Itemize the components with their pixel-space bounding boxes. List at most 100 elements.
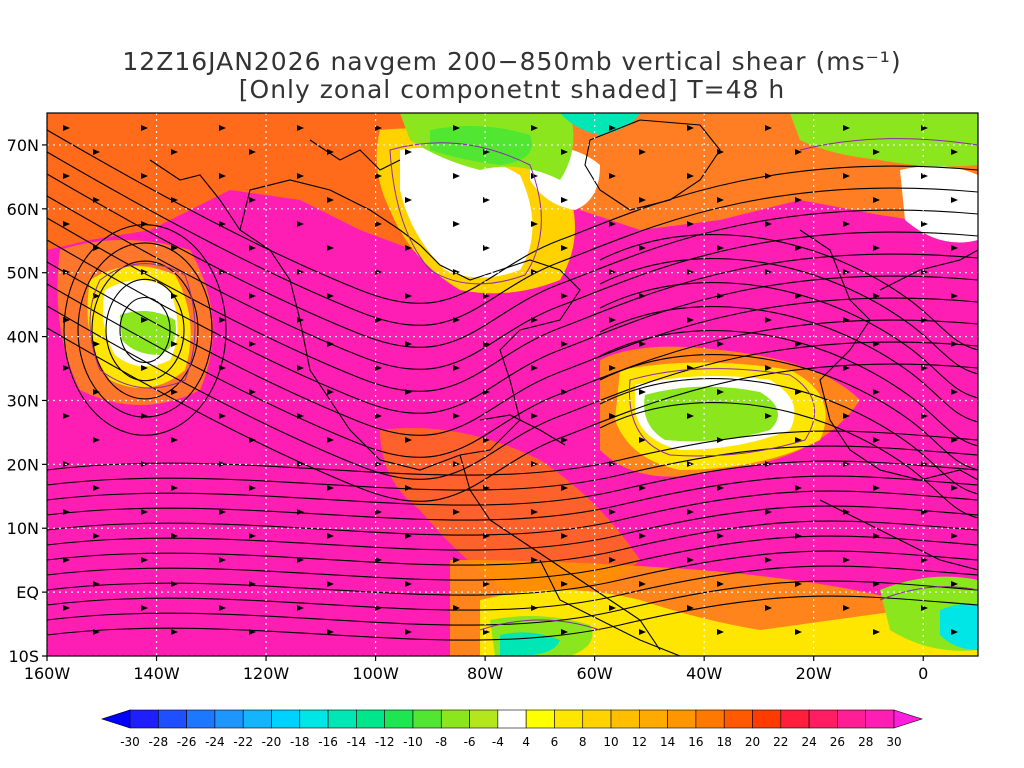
streamline-arrow bbox=[249, 293, 256, 299]
colorbar-swatch bbox=[440, 709, 470, 729]
streamline-arrow bbox=[795, 149, 802, 155]
streamline-arrow bbox=[639, 389, 646, 395]
streamline bbox=[47, 475, 978, 521]
streamline-arrow bbox=[405, 533, 412, 539]
streamline bbox=[47, 173, 978, 348]
streamline-arrow bbox=[219, 413, 226, 419]
coastline bbox=[879, 249, 978, 291]
streamline-arrow bbox=[171, 533, 178, 539]
streamline-arrow bbox=[93, 293, 100, 299]
streamline-arrow bbox=[327, 437, 334, 443]
streamline-arrow bbox=[873, 485, 880, 491]
streamline bbox=[599, 282, 978, 399]
streamline-arrow bbox=[717, 437, 724, 443]
streamline-arrow bbox=[93, 341, 100, 347]
coastlines bbox=[149, 119, 978, 656]
streamline-arrow bbox=[873, 629, 880, 635]
contour-line bbox=[89, 263, 196, 389]
streamline-arrow bbox=[609, 269, 616, 275]
colorbar-label: 30 bbox=[886, 735, 901, 749]
streamline-arrow bbox=[141, 317, 148, 323]
streamline-arrow bbox=[219, 269, 226, 275]
streamline-arrow bbox=[141, 509, 148, 515]
streamline-arrow bbox=[765, 557, 772, 563]
contour-line bbox=[479, 619, 601, 631]
streamline-arrow bbox=[141, 269, 148, 275]
streamline-arrow bbox=[93, 581, 100, 587]
streamline-arrow bbox=[639, 533, 646, 539]
colorbar-swatch bbox=[525, 709, 555, 729]
streamline-arrow bbox=[327, 485, 334, 491]
streamline-arrow bbox=[219, 365, 226, 371]
colorbar-swatch bbox=[554, 709, 584, 729]
streamline-arrow bbox=[219, 173, 226, 179]
streamline-arrow bbox=[717, 389, 724, 395]
colorbar-swatch bbox=[327, 709, 357, 729]
colorbar-swatch bbox=[752, 709, 782, 729]
streamline-arrow bbox=[171, 149, 178, 155]
streamline-arrow bbox=[795, 197, 802, 203]
streamline-arrow bbox=[609, 413, 616, 419]
streamline-arrow bbox=[405, 293, 412, 299]
streamline-arrow bbox=[405, 245, 412, 251]
lat-tick-label: 70N bbox=[7, 136, 39, 155]
streamline-arrow bbox=[687, 173, 694, 179]
lat-tick-label: 10S bbox=[8, 647, 39, 666]
streamline-arrow bbox=[561, 293, 568, 299]
colorbar: -30 -28 -26 -24 -22 -20 -18 -16 -14 -12 -10 -8 -6 -4 4… bbox=[101, 709, 923, 749]
streamline-arrow bbox=[873, 197, 880, 203]
colorbar-swatch bbox=[837, 709, 867, 729]
streamline-arrow bbox=[765, 173, 772, 179]
streamline-arrow bbox=[843, 557, 850, 563]
streamline-arrow bbox=[375, 269, 382, 275]
streamline bbox=[105, 278, 185, 382]
streamline-arrow bbox=[531, 557, 538, 563]
streamline-arrow bbox=[843, 317, 850, 323]
streamline-arrow bbox=[531, 509, 538, 515]
shading-white-northeast bbox=[900, 166, 978, 243]
streamline-arrow bbox=[93, 149, 100, 155]
streamline-arrow bbox=[609, 173, 616, 179]
shading-orange-northwest bbox=[47, 113, 470, 260]
streamline-arrow bbox=[609, 125, 616, 131]
streamline-arrow bbox=[717, 629, 724, 635]
streamline-arrow bbox=[561, 629, 568, 635]
colorbar-swatch bbox=[214, 709, 244, 729]
coastline bbox=[459, 454, 661, 651]
streamline-arrow bbox=[405, 389, 412, 395]
lon-tick-label: 60W bbox=[577, 664, 613, 683]
streamline-arrow bbox=[375, 221, 382, 227]
streamline-arrow bbox=[453, 509, 460, 515]
colorbar-swatch bbox=[469, 709, 499, 729]
streamline-arrow bbox=[93, 437, 100, 443]
streamline bbox=[47, 239, 978, 414]
streamline-arrow bbox=[609, 509, 616, 515]
streamline-arrow bbox=[765, 605, 772, 611]
shading-white-canada bbox=[400, 147, 533, 278]
streamline bbox=[77, 242, 213, 418]
streamline-arrow bbox=[141, 413, 148, 419]
streamline-arrow bbox=[375, 557, 382, 563]
colorbar-label: 8 bbox=[579, 735, 587, 749]
lat-tick-label: EQ bbox=[16, 583, 39, 602]
streamline-arrow bbox=[639, 149, 646, 155]
colorbar-label: 24 bbox=[801, 735, 816, 749]
contour-line bbox=[389, 142, 542, 285]
colorbar-label: 18 bbox=[717, 735, 732, 749]
streamline bbox=[599, 378, 978, 495]
streamline-arrow bbox=[405, 197, 412, 203]
streamline bbox=[47, 520, 978, 566]
shading-green-northeast bbox=[790, 113, 978, 167]
streamline-arrow bbox=[639, 293, 646, 299]
streamline-arrow bbox=[141, 605, 148, 611]
streamline-arrow bbox=[171, 629, 178, 635]
streamline bbox=[47, 460, 978, 506]
streamline-arrow bbox=[561, 437, 568, 443]
streamline-arrow bbox=[765, 365, 772, 371]
streamline-arrow bbox=[561, 149, 568, 155]
colorbar-swatch bbox=[271, 709, 301, 729]
colorbar-swatch bbox=[808, 709, 838, 729]
colorbar-swatch bbox=[695, 709, 725, 729]
streamline-arrow bbox=[453, 365, 460, 371]
